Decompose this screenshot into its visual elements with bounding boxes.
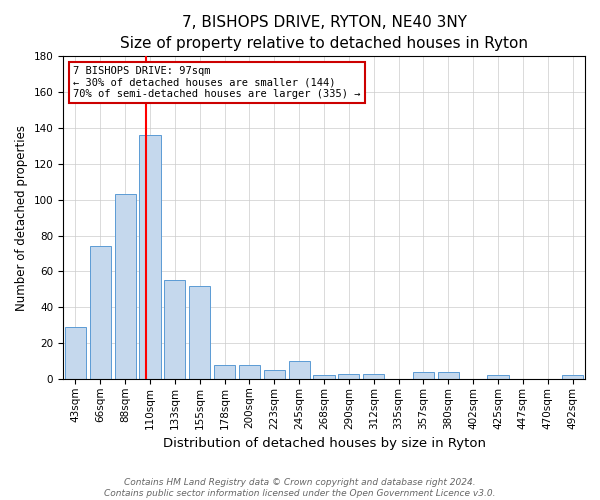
Bar [363,374,384,379]
Bar [289,361,310,379]
Text: Contains HM Land Registry data © Crown copyright and database right 2024.
Contai: Contains HM Land Registry data © Crown c… [104,478,496,498]
Bar [264,370,285,379]
Bar [65,327,86,379]
Bar [438,372,459,379]
Bar [90,246,111,379]
Bar [214,364,235,379]
Y-axis label: Number of detached properties: Number of detached properties [15,124,28,310]
Bar [239,364,260,379]
Bar [413,372,434,379]
Bar [189,286,210,379]
Bar [338,374,359,379]
Text: 7 BISHOPS DRIVE: 97sqm
← 30% of detached houses are smaller (144)
70% of semi-de: 7 BISHOPS DRIVE: 97sqm ← 30% of detached… [73,66,361,99]
Bar [139,135,161,379]
Bar [313,376,335,379]
Bar [164,280,185,379]
Bar [562,376,583,379]
Bar [487,376,509,379]
Title: 7, BISHOPS DRIVE, RYTON, NE40 3NY
Size of property relative to detached houses i: 7, BISHOPS DRIVE, RYTON, NE40 3NY Size o… [120,15,528,51]
X-axis label: Distribution of detached houses by size in Ryton: Distribution of detached houses by size … [163,437,485,450]
Bar [115,194,136,379]
